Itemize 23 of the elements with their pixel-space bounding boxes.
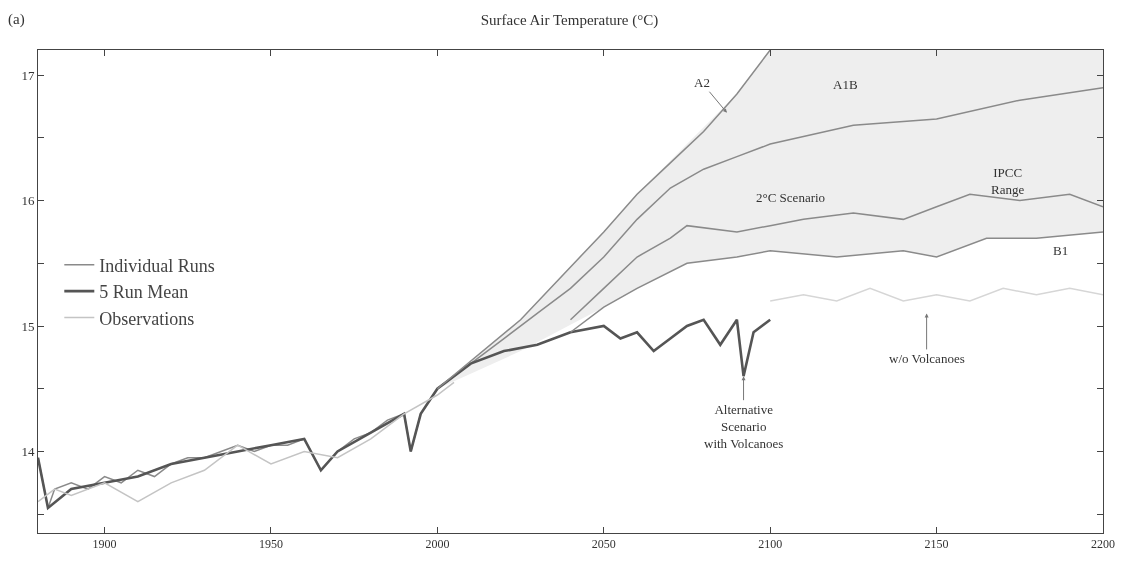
y-tick-label: 17 — [21, 67, 35, 83]
chart-title: Surface Air Temperature (°C) — [480, 11, 659, 29]
x-tick-label: 2200 — [1091, 537, 1115, 552]
text: (a) — [8, 11, 25, 28]
x-tick-label: 2100 — [758, 537, 783, 552]
legend-label: Individual Runs — [99, 255, 215, 276]
annotation: A2 — [694, 75, 710, 90]
x-tick-label: 2000 — [425, 537, 450, 552]
x-tick-label: 1950 — [258, 537, 283, 552]
annotation: IPCC Range — [991, 165, 1025, 197]
legend-label: 5 Run Mean — [99, 282, 189, 303]
annotation: B1 — [1053, 243, 1069, 258]
annotation: Alternative Scenario with Volcanoes — [704, 402, 784, 451]
x-tick-label: 1900 — [92, 537, 117, 552]
x-tick-label: 2150 — [924, 537, 949, 552]
y-tick-label: 16 — [21, 193, 35, 209]
legend-label: Observations — [99, 308, 195, 329]
annotation: A1B — [833, 77, 858, 92]
y-tick-label: 14 — [21, 444, 35, 459]
annotation: 2°C Scenario — [756, 190, 826, 205]
annotation: w/o Volcanoes — [889, 351, 965, 366]
x-tick-label: 2050 — [591, 537, 616, 552]
y-tick-label: 15 — [21, 318, 35, 334]
